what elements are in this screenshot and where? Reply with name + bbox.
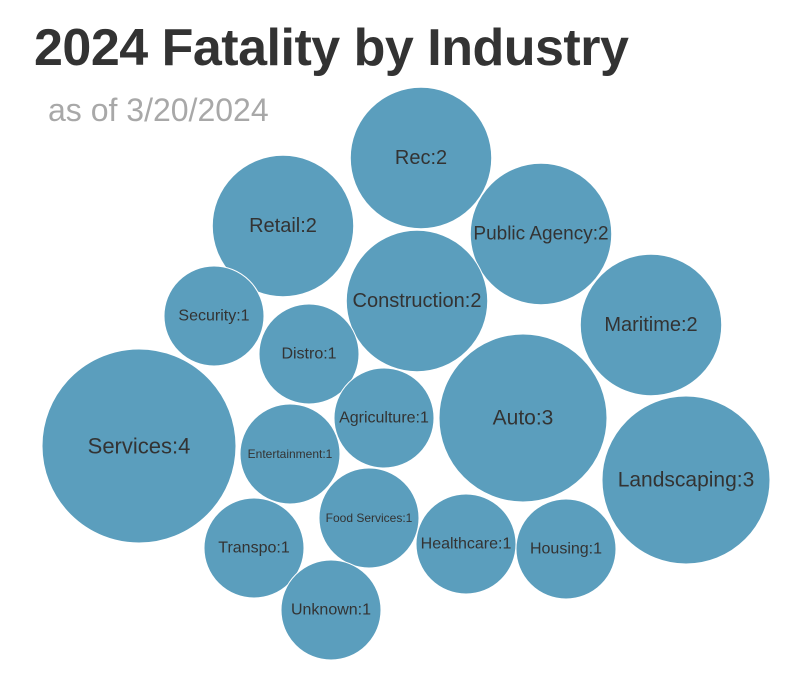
bubble-public-agency — [469, 162, 613, 306]
bubble-label-food-services: Food Services:1 — [326, 511, 413, 525]
bubble-label-agriculture: Agriculture:1 — [339, 410, 429, 427]
bubble-retail — [211, 154, 355, 298]
bubble-label-maritime: Maritime:2 — [604, 314, 697, 336]
bubble-label-housing: Housing:1 — [530, 541, 602, 558]
chart-title: 2024 Fatality by Industry — [34, 19, 629, 77]
bubble-services — [41, 348, 237, 544]
bubble-transpo — [203, 497, 305, 599]
bubble-distro — [258, 303, 360, 405]
bubble-label-distro: Distro:1 — [281, 346, 336, 363]
bubble-landscaping — [601, 395, 771, 565]
bubble-security — [163, 265, 265, 367]
bubble-label-healthcare: Healthcare:1 — [421, 536, 512, 553]
bubble-label-unknown: Unknown:1 — [291, 602, 371, 619]
bubble-label-entertainment: Entertainment:1 — [248, 447, 333, 461]
bubble-entertainment — [239, 403, 341, 505]
bubble-label-rec: Rec:2 — [395, 147, 447, 169]
bubble-label-security: Security:1 — [178, 308, 249, 325]
bubble-label-transpo: Transpo:1 — [218, 540, 290, 557]
bubble-construction — [345, 229, 489, 373]
bubble-label-auto: Auto:3 — [493, 407, 554, 430]
bubble-rec — [349, 86, 493, 230]
chart-subtitle: as of 3/20/2024 — [48, 92, 269, 128]
bubble-label-public-agency: Public Agency:2 — [473, 224, 608, 245]
bubble-label-construction: Construction:2 — [353, 290, 482, 312]
bubble-auto — [438, 333, 608, 503]
bubble-unknown — [280, 559, 382, 661]
bubble-housing — [515, 498, 617, 600]
bubble-label-services: Services:4 — [88, 434, 191, 459]
bubble-food-services — [318, 467, 420, 569]
bubble-label-retail: Retail:2 — [249, 215, 317, 237]
bubble-maritime — [579, 253, 723, 397]
bubble-agriculture — [333, 367, 435, 469]
bubble-label-landscaping: Landscaping:3 — [618, 469, 755, 492]
